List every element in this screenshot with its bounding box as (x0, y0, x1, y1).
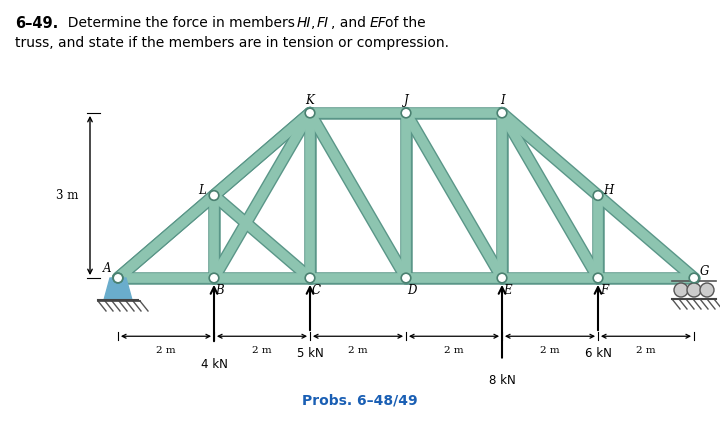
Circle shape (305, 273, 315, 283)
Circle shape (401, 108, 411, 118)
Circle shape (593, 273, 603, 283)
Text: I: I (500, 94, 504, 108)
Text: Probs. 6–48/49: Probs. 6–48/49 (302, 394, 418, 408)
Text: 6–49.: 6–49. (15, 16, 58, 31)
Text: G: G (700, 265, 709, 278)
Text: ,: , (311, 16, 315, 30)
Text: E: E (503, 283, 512, 297)
Text: K: K (305, 94, 315, 108)
Text: 4 kN: 4 kN (201, 358, 228, 371)
Circle shape (498, 273, 507, 283)
Text: 2 m: 2 m (444, 346, 464, 355)
Text: 2 m: 2 m (348, 346, 368, 355)
Text: D: D (407, 283, 416, 297)
Text: F: F (600, 283, 608, 297)
Circle shape (700, 283, 714, 297)
Circle shape (687, 283, 701, 297)
Circle shape (113, 273, 123, 283)
Text: C: C (311, 283, 320, 297)
Circle shape (674, 283, 688, 297)
Text: H: H (603, 184, 613, 196)
Text: A: A (103, 262, 112, 275)
Text: truss, and state if the members are in tension or compression.: truss, and state if the members are in t… (15, 36, 449, 50)
Circle shape (498, 108, 507, 118)
Circle shape (113, 273, 123, 283)
Circle shape (401, 273, 411, 283)
Text: 8 kN: 8 kN (489, 374, 516, 388)
Text: B: B (215, 283, 224, 297)
Text: 2 m: 2 m (636, 346, 656, 355)
Polygon shape (104, 278, 132, 300)
Circle shape (210, 273, 219, 283)
Text: 2 m: 2 m (156, 346, 176, 355)
Text: L: L (198, 184, 206, 196)
Circle shape (210, 191, 219, 200)
Text: 2 m: 2 m (540, 346, 560, 355)
Text: EF: EF (370, 16, 387, 30)
Text: FI: FI (317, 16, 329, 30)
Text: , and: , and (331, 16, 370, 30)
Text: of the: of the (385, 16, 426, 30)
Text: 3 m: 3 m (55, 189, 78, 202)
Circle shape (305, 108, 315, 118)
Circle shape (593, 191, 603, 200)
Text: 2 m: 2 m (252, 346, 272, 355)
Text: J: J (404, 94, 408, 108)
Text: 6 kN: 6 kN (585, 347, 611, 360)
Text: Determine the force in members: Determine the force in members (59, 16, 300, 30)
Circle shape (689, 273, 699, 283)
Text: HI: HI (297, 16, 312, 30)
Text: 5 kN: 5 kN (297, 347, 323, 360)
